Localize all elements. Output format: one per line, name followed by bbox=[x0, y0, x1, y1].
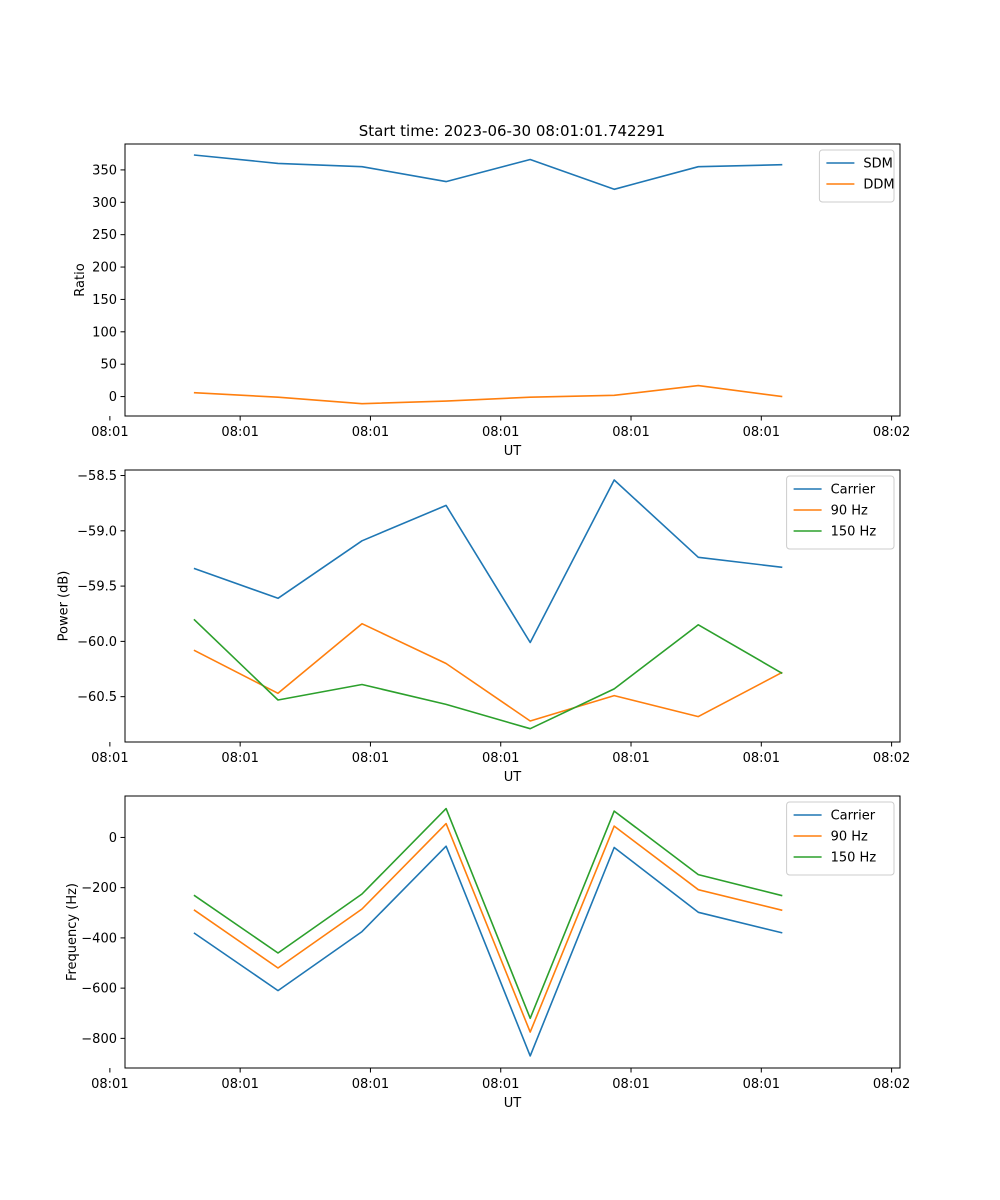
y-tick-label: −800 bbox=[81, 1032, 117, 1047]
x-tick-label: 08:01 bbox=[482, 1077, 519, 1092]
y-tick-label: −200 bbox=[81, 881, 117, 896]
legend-label: Carrier bbox=[831, 809, 876, 824]
y-tick-label: −600 bbox=[81, 982, 117, 997]
series-line-carrier bbox=[193, 845, 783, 1057]
subplot-2: 08:01 08:01 08:01 08:01 08:01 08:01 08:02 −60.5… bbox=[57, 469, 911, 785]
figure-title: Start time: 2023-06-30 08:01:01.742291 bbox=[359, 122, 665, 140]
legend-label: Carrier bbox=[831, 483, 876, 498]
axes-frame bbox=[124, 469, 901, 743]
y-tick-label: −59.0 bbox=[77, 524, 117, 539]
series-line-150-hz bbox=[193, 807, 783, 1020]
y-tick-label: 50 bbox=[100, 358, 117, 373]
x-tick-label: 08:01 bbox=[91, 1077, 128, 1092]
x-tick-label: 08:02 bbox=[873, 1077, 910, 1092]
x-tick-label: 08:01 bbox=[482, 751, 519, 766]
legend: SDM DDM bbox=[818, 149, 895, 203]
legend-label: 150 Hz bbox=[831, 851, 877, 866]
y-tick-label: 300 bbox=[92, 196, 117, 211]
axes-frame bbox=[124, 795, 901, 1069]
x-tick-label: 08:01 bbox=[91, 751, 128, 766]
y-tick-label: −59.5 bbox=[77, 580, 117, 595]
x-tick-label: 08:02 bbox=[873, 425, 910, 440]
x-tick-label: 08:01 bbox=[482, 425, 519, 440]
y-tick-label: −58.5 bbox=[77, 469, 117, 484]
x-axis-label: UT bbox=[504, 1096, 522, 1111]
x-tick-label: 08:01 bbox=[352, 425, 389, 440]
y-axis-label: Power (dB) bbox=[57, 571, 72, 642]
x-axis-label: UT bbox=[504, 444, 522, 459]
x-tick-label: 08:01 bbox=[221, 425, 258, 440]
x-tick-label: 08:01 bbox=[221, 751, 258, 766]
x-tick-label: 08:01 bbox=[612, 425, 649, 440]
x-tick-label: 08:02 bbox=[873, 751, 910, 766]
x-tick-label: 08:01 bbox=[743, 1077, 780, 1092]
series-line-90-hz bbox=[193, 822, 783, 1033]
axes-frame bbox=[124, 143, 901, 417]
y-tick-label: 0 bbox=[109, 831, 117, 846]
x-axis-label: UT bbox=[504, 770, 522, 785]
x-tick-label: 08:01 bbox=[352, 751, 389, 766]
x-tick-label: 08:01 bbox=[743, 425, 780, 440]
y-tick-label: −400 bbox=[81, 931, 117, 946]
subplot-3: 08:01 08:01 08:01 08:01 08:01 08:01 08:02 −800 −… bbox=[65, 795, 910, 1111]
y-axis-label: Frequency (Hz) bbox=[65, 883, 80, 981]
y-tick-label: 200 bbox=[92, 261, 117, 276]
x-tick-label: 08:01 bbox=[743, 751, 780, 766]
y-tick-label: −60.0 bbox=[77, 635, 117, 650]
x-tick-label: 08:01 bbox=[612, 1077, 649, 1092]
y-tick-label: 0 bbox=[109, 390, 117, 405]
x-tick-label: 08:01 bbox=[612, 751, 649, 766]
y-tick-label: 350 bbox=[92, 163, 117, 178]
series-line-carrier bbox=[193, 479, 783, 644]
x-tick-label: 08:01 bbox=[221, 1077, 258, 1092]
y-tick-label: 250 bbox=[92, 228, 117, 243]
y-axis-label: Ratio bbox=[73, 263, 88, 296]
series-line-sdm bbox=[193, 154, 783, 191]
y-tick-label: 150 bbox=[92, 293, 117, 308]
series-line-150-hz bbox=[193, 618, 783, 730]
legend: Carrier 90 Hz 150 Hz bbox=[786, 801, 895, 876]
legend-label: 90 Hz bbox=[831, 504, 868, 519]
y-tick-label: −60.5 bbox=[77, 690, 117, 705]
y-tick-label: 100 bbox=[92, 325, 117, 340]
subplots: 08:01 08:01 08:01 08:01 08:01 08:01 08:02 0 50 10… bbox=[57, 143, 911, 1111]
legend-label: DDM bbox=[863, 178, 894, 193]
legend-label: SDM bbox=[863, 157, 892, 172]
legend: Carrier 90 Hz 150 Hz bbox=[786, 475, 895, 550]
subplot-1: 08:01 08:01 08:01 08:01 08:01 08:01 08:02 0 50 10… bbox=[73, 143, 910, 459]
legend-label: 150 Hz bbox=[831, 525, 877, 540]
x-tick-label: 08:01 bbox=[352, 1077, 389, 1092]
x-tick-label: 08:01 bbox=[91, 425, 128, 440]
series-line-90-hz bbox=[193, 622, 783, 722]
series-line-ddm bbox=[193, 384, 783, 405]
legend-label: 90 Hz bbox=[831, 830, 868, 845]
